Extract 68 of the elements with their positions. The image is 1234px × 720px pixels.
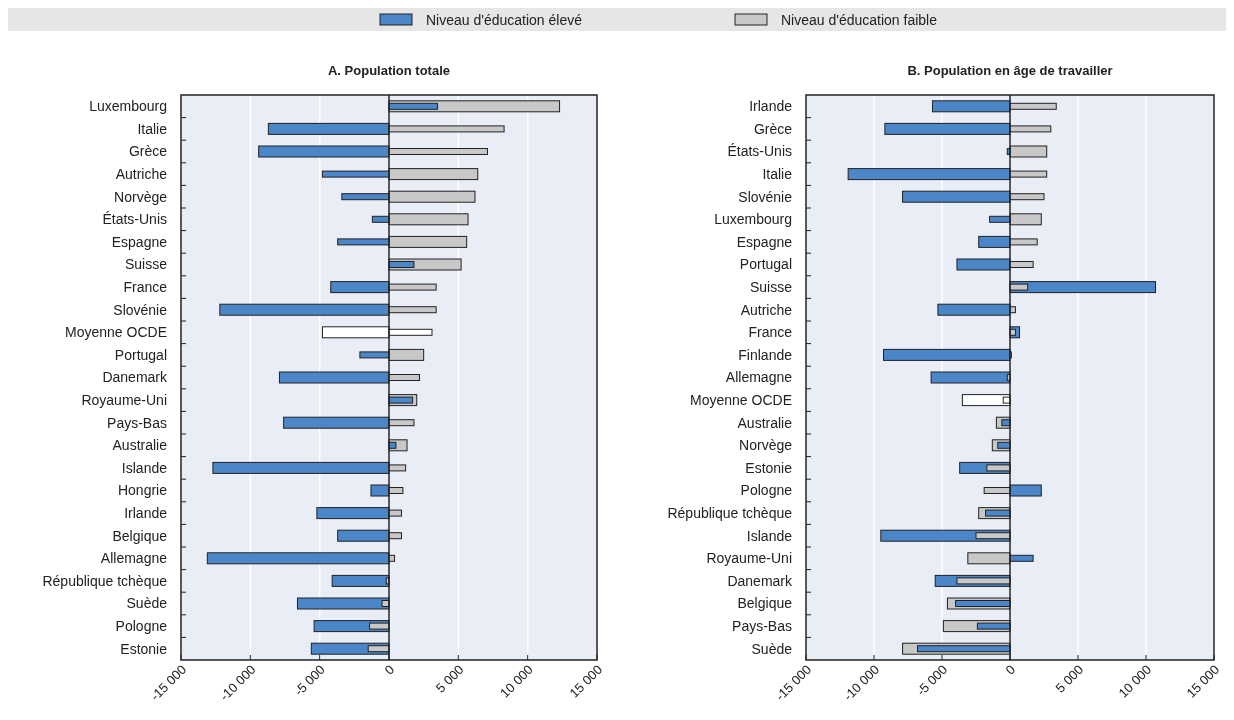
y-tick-label: Islande <box>121 459 168 476</box>
y-tick-label: Belgique <box>737 595 793 612</box>
y-tick-label: Slovénie <box>113 301 168 318</box>
y-tick-label: Estonie <box>745 459 793 476</box>
x-tick-label: 0 <box>1002 661 1019 678</box>
y-tick-label: Suisse <box>124 256 168 273</box>
x-tick-label: 15 000 <box>566 661 606 701</box>
y-tick-label: Portugal <box>739 256 792 273</box>
legend-label: Niveau d'éducation élevé <box>426 11 583 28</box>
legend-label: Niveau d'éducation faible <box>781 11 938 28</box>
y-tick-label: Grèce <box>128 143 168 160</box>
x-tick-label: -5 000 <box>913 661 951 699</box>
x-tick-label: 10 000 <box>497 661 536 701</box>
y-tick-label: Portugal <box>114 346 167 363</box>
chart-title: A. Population totale <box>327 63 451 78</box>
y-tick-label: Moyenne OCDE <box>690 392 792 408</box>
x-tick-label: -15 000 <box>147 661 190 704</box>
y-tick-label: Royaume-Uni <box>81 392 167 408</box>
y-tick-label: Australie <box>737 414 793 431</box>
y-tick-label: Royaume-Uni <box>706 550 792 567</box>
y-tick-label: Belgique <box>112 527 168 544</box>
x-tick-label: 10 000 <box>1115 661 1155 701</box>
y-tick-label: République tchèque <box>667 505 793 521</box>
y-tick-label: Pologne <box>740 482 793 499</box>
y-tick-label: Moyenne OCDE <box>65 324 167 341</box>
x-tick-label: 5 000 <box>432 661 467 696</box>
x-tick-label: 0 <box>381 661 398 678</box>
y-tick-label: France <box>748 324 793 341</box>
y-tick-label: Italie <box>762 166 793 182</box>
y-tick-label: Italie <box>137 120 168 137</box>
y-tick-label: Allemagne <box>725 369 793 386</box>
y-tick-label: Norvège <box>739 437 793 454</box>
y-tick-label: Norvège <box>114 188 168 205</box>
x-tick-label: -10 000 <box>216 661 259 704</box>
y-tick-label: Grèce <box>753 120 793 137</box>
y-tick-label: Luxembourg <box>714 211 792 228</box>
chart-title: B. Population en âge de travailler <box>907 63 1113 78</box>
y-tick-label: Suède <box>751 640 793 657</box>
y-tick-label: Suède <box>126 595 168 612</box>
y-tick-label: Pologne <box>115 618 168 634</box>
y-tick-label: Allemagne <box>100 550 168 567</box>
y-tick-label: Luxembourg <box>89 98 167 115</box>
y-tick-label: Australie <box>112 437 168 454</box>
y-tick-label: France <box>123 279 168 295</box>
x-tick-label: 15 000 <box>1183 661 1223 701</box>
y-tick-label: Finlande <box>738 346 793 363</box>
x-tick-label: -15 000 <box>772 661 815 704</box>
y-tick-label: Hongrie <box>117 482 168 499</box>
y-tick-label: Slovénie <box>738 188 793 205</box>
y-tick-label: Islande <box>746 527 793 544</box>
y-tick-label: États-Unis <box>727 143 792 160</box>
y-tick-label: Danemark <box>102 369 168 386</box>
y-tick-label: Pays-Bas <box>107 414 167 431</box>
y-tick-label: Danemark <box>727 572 793 589</box>
x-tick-label: -5 000 <box>291 661 328 699</box>
y-tick-label: Irlande <box>749 98 793 115</box>
y-tick-label: Suisse <box>749 279 793 295</box>
y-tick-label: Irlande <box>124 505 168 521</box>
y-tick-label: États-Unis <box>102 211 167 228</box>
y-tick-label: Espagne <box>111 233 168 250</box>
y-tick-label: Pays-Bas <box>732 618 792 634</box>
y-tick-label: Espagne <box>736 233 793 250</box>
y-tick-label: Autriche <box>740 301 793 318</box>
x-tick-label: 5 000 <box>1052 661 1087 696</box>
y-tick-label: Estonie <box>120 640 168 657</box>
y-tick-label: République tchèque <box>42 572 168 589</box>
x-tick-label: -10 000 <box>840 661 883 704</box>
y-tick-label: Autriche <box>115 166 168 182</box>
